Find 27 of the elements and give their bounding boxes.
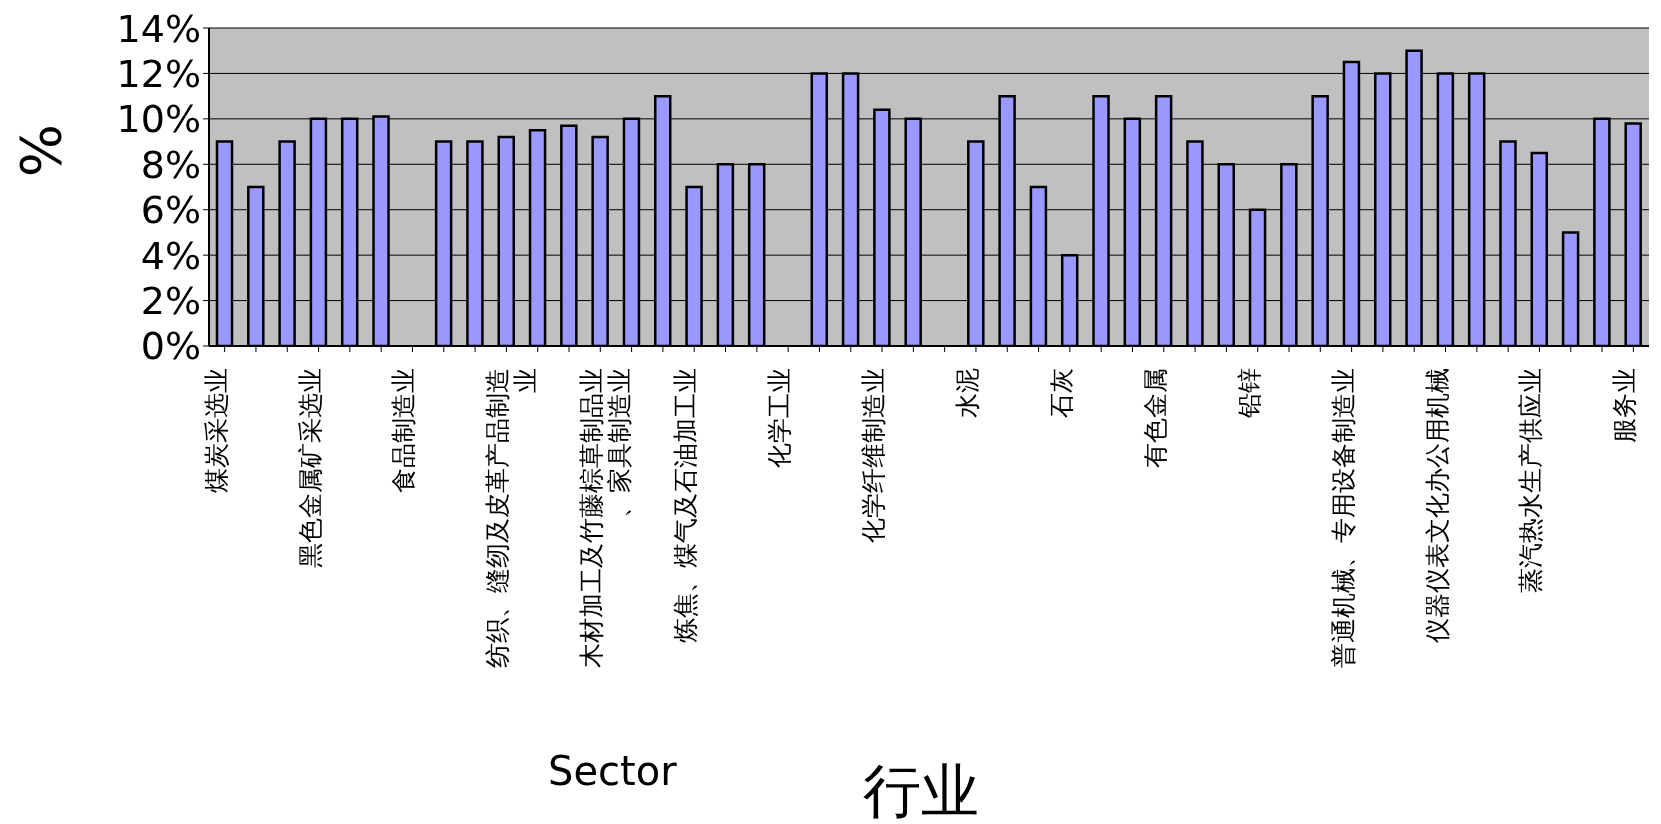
x-tick-label: 化学纤维制造业 <box>859 368 889 543</box>
x-tick-label: 铅锌 <box>1234 368 1264 419</box>
y-tick-label: 0% <box>140 324 201 369</box>
y-tick-label: 6% <box>140 188 201 233</box>
y-tick-label: 10% <box>116 97 201 142</box>
x-tick-label: 水泥 <box>952 368 982 418</box>
x-tick-label: 有色金属 <box>1140 368 1170 468</box>
x-tick-label: 普通机械、专用设备制造业 <box>1328 368 1358 668</box>
x-tick-label: 服务业 <box>1610 368 1640 443</box>
x-tick-label: 木材加工及竹藤棕草制品业、家具制造业 <box>577 368 635 668</box>
x-tick-label: 纺织、缝纫及皮革产品制造业 <box>483 368 541 668</box>
x-tick-label: 炼焦、煤气及石油加工业 <box>671 368 701 643</box>
y-axis-title: % <box>8 123 74 178</box>
y-tick-label: 12% <box>116 51 201 96</box>
x-axis-title: 行业 <box>863 756 979 824</box>
x-tick-label: 煤炭采选业 <box>201 368 231 493</box>
x-tick-label: 食品制造业 <box>389 368 419 493</box>
y-tick-label: 14% <box>116 6 201 51</box>
y-tick-label: 8% <box>140 142 201 187</box>
text: Sector <box>548 748 677 794</box>
x-tick-label: 化学工业 <box>765 368 795 468</box>
y-tick-label: 4% <box>140 233 201 278</box>
x-tick-label: 蒸汽热水生产供应业 <box>1516 368 1546 593</box>
y-tick-label: 2% <box>140 279 201 324</box>
x-tick-label: 黑色金属矿采选业 <box>295 368 325 568</box>
x-tick-label: 仪器仪表文化办公用机械 <box>1422 368 1452 643</box>
x-tick-label: 石灰 <box>1046 368 1076 418</box>
